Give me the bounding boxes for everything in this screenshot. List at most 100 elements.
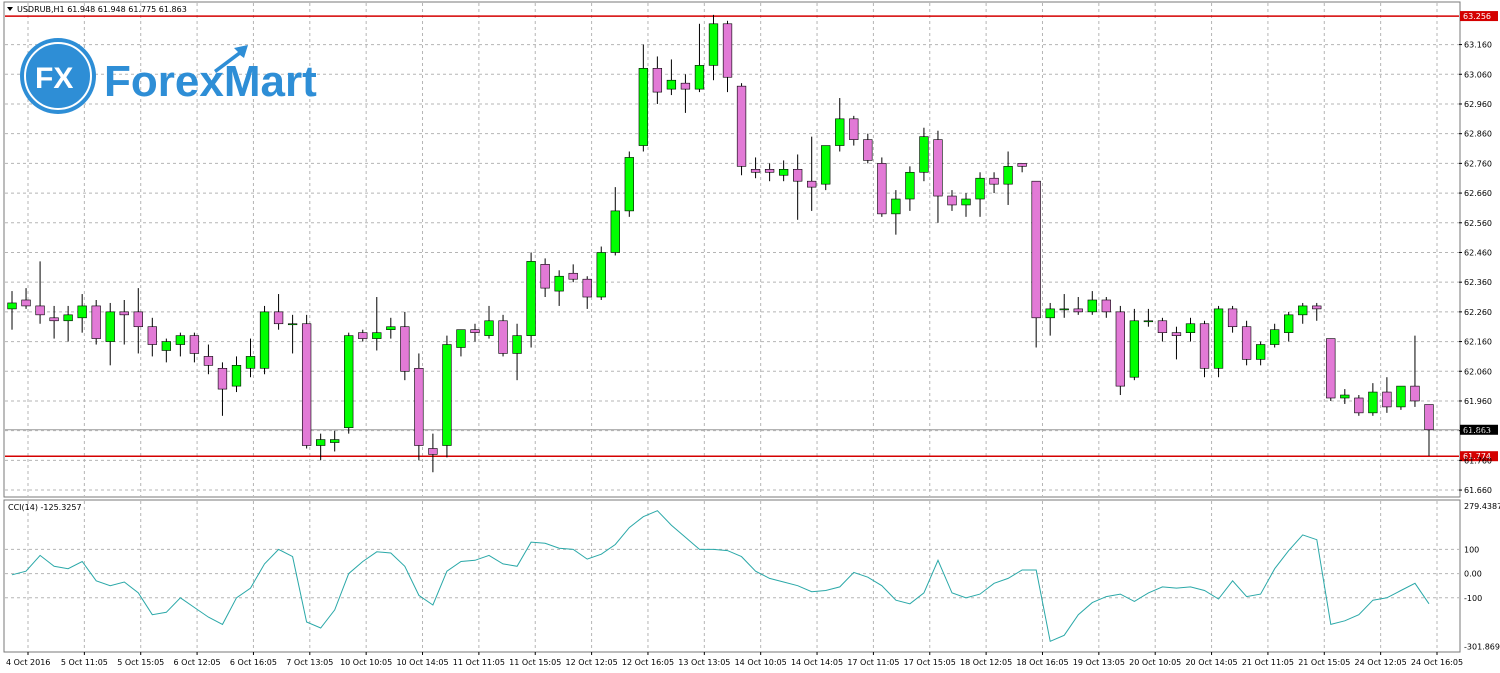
candle bbox=[764, 163, 775, 182]
candle bbox=[877, 157, 887, 217]
candle-body bbox=[1424, 404, 1434, 431]
candle bbox=[189, 332, 200, 363]
candle-body bbox=[652, 68, 663, 93]
candle-body bbox=[133, 311, 143, 328]
time-tick-label: 20 Oct 10:05 bbox=[1129, 658, 1181, 667]
candle-body bbox=[1312, 305, 1322, 310]
candle-body bbox=[91, 305, 101, 339]
candle bbox=[1143, 308, 1154, 327]
price-tick-label: 62.260 bbox=[1464, 308, 1492, 317]
time-tick-label: 7 Oct 13:05 bbox=[286, 658, 333, 667]
candle-body bbox=[1340, 394, 1350, 399]
candle-body bbox=[400, 326, 410, 372]
current-price-label: 61.863 bbox=[1463, 426, 1491, 435]
candle-body bbox=[905, 171, 915, 200]
time-tick-label: 10 Oct 14:05 bbox=[396, 658, 448, 667]
candle bbox=[891, 190, 901, 235]
candle-body bbox=[1298, 305, 1308, 316]
price-tick-label: 62.160 bbox=[1464, 338, 1492, 347]
candle bbox=[1396, 385, 1406, 410]
candle-body bbox=[105, 311, 115, 342]
time-tick-label: 24 Oct 16:05 bbox=[1411, 658, 1463, 667]
candle bbox=[807, 136, 817, 211]
level-label: 61.774 bbox=[1463, 452, 1491, 461]
candle bbox=[1255, 341, 1266, 366]
candle bbox=[400, 311, 410, 381]
candle-body bbox=[1227, 308, 1238, 328]
candle-body bbox=[7, 302, 17, 310]
candle-body bbox=[35, 305, 45, 316]
cci-line bbox=[11, 510, 1430, 643]
candle bbox=[905, 166, 915, 211]
candle bbox=[1171, 326, 1182, 360]
candle-body bbox=[1017, 163, 1027, 167]
candle bbox=[456, 329, 466, 357]
candle-body bbox=[961, 198, 971, 206]
candle-body bbox=[821, 145, 831, 185]
time-tick-label: 11 Oct 11:05 bbox=[453, 658, 505, 667]
candle bbox=[610, 187, 620, 256]
price-tick-label: 62.060 bbox=[1464, 367, 1492, 376]
candle-body bbox=[624, 157, 634, 212]
time-tick-label: 4 Oct 2016 bbox=[6, 658, 50, 667]
candle bbox=[1087, 291, 1097, 315]
candle bbox=[722, 20, 733, 93]
candle-body bbox=[1213, 308, 1224, 369]
candle-body bbox=[1101, 299, 1111, 313]
candle bbox=[1241, 320, 1252, 366]
cci-tick-label: 100 bbox=[1464, 545, 1479, 554]
candle-body bbox=[526, 261, 536, 336]
candle-body bbox=[77, 305, 87, 319]
candle bbox=[119, 299, 129, 345]
candle-body bbox=[287, 323, 298, 326]
candle-body bbox=[1241, 326, 1252, 360]
candle bbox=[231, 356, 242, 393]
candle bbox=[484, 305, 494, 339]
candle-body bbox=[189, 335, 200, 354]
candle bbox=[849, 115, 859, 146]
time-axis: 4 Oct 2016 5 Oct 11:05 5 Oct 15:05 6 Oct 12… bbox=[6, 652, 1463, 667]
candle-body bbox=[540, 264, 550, 289]
candle bbox=[708, 14, 719, 81]
candle bbox=[21, 288, 31, 309]
price-tick-label: 63.060 bbox=[1464, 70, 1492, 79]
candle-body bbox=[1143, 320, 1154, 323]
candle-body bbox=[301, 323, 312, 446]
price-grid bbox=[5, 3, 1459, 496]
cci-tick-label: 0.00 bbox=[1464, 570, 1482, 579]
price-tick-label: 61.660 bbox=[1464, 486, 1492, 495]
candle-body bbox=[694, 65, 705, 90]
candle bbox=[596, 246, 606, 300]
candle-body bbox=[764, 169, 775, 173]
candle bbox=[1326, 338, 1336, 401]
candle bbox=[1059, 294, 1069, 318]
candle-body bbox=[231, 365, 242, 387]
candle bbox=[498, 314, 508, 357]
candle bbox=[540, 258, 550, 298]
candle-body bbox=[470, 329, 480, 333]
candle bbox=[91, 299, 101, 345]
candle bbox=[1157, 317, 1168, 342]
candle bbox=[344, 332, 354, 434]
candle-body bbox=[245, 356, 256, 369]
time-tick-label: 14 Oct 10:05 bbox=[735, 658, 787, 667]
symbol-dropdown-icon[interactable] bbox=[7, 7, 13, 11]
candle-body bbox=[316, 439, 326, 446]
candle-body bbox=[680, 82, 691, 90]
cci-info: CCI(14) -125.3257 bbox=[8, 503, 82, 512]
candle-body bbox=[736, 85, 747, 167]
candle-body bbox=[1199, 323, 1210, 369]
candle bbox=[1340, 389, 1350, 404]
candle-body bbox=[1115, 311, 1125, 387]
candle bbox=[49, 305, 59, 339]
main-panel-frame bbox=[3, 1, 1461, 498]
candle-body bbox=[21, 299, 31, 307]
candle-body bbox=[49, 317, 59, 322]
candle bbox=[1017, 163, 1027, 173]
level-label: 63.256 bbox=[1463, 12, 1491, 21]
time-tick-label: 6 Oct 16:05 bbox=[230, 658, 277, 667]
candle bbox=[1312, 302, 1322, 321]
candle bbox=[301, 314, 312, 449]
candle-body bbox=[161, 341, 171, 351]
candle-body bbox=[1157, 320, 1168, 333]
